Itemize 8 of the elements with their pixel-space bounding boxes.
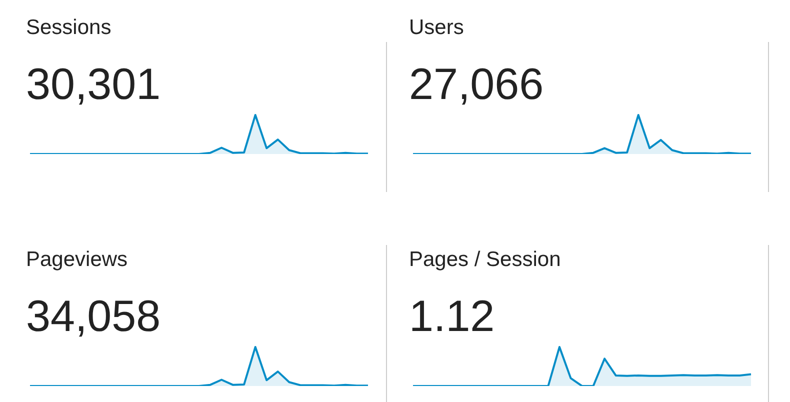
chart-title: Users (409, 16, 465, 40)
chart-title: Sessions (26, 16, 112, 40)
chart-subtitle: 1.12 (409, 292, 496, 342)
chart-subtitle: 34,058 (26, 292, 162, 342)
chart-subtitle: 27,066 (409, 60, 545, 110)
chart-subtitle: 30,301 (26, 60, 162, 110)
chart-title: Pageviews (26, 248, 129, 272)
chart-title: Pages / Session (409, 248, 562, 272)
